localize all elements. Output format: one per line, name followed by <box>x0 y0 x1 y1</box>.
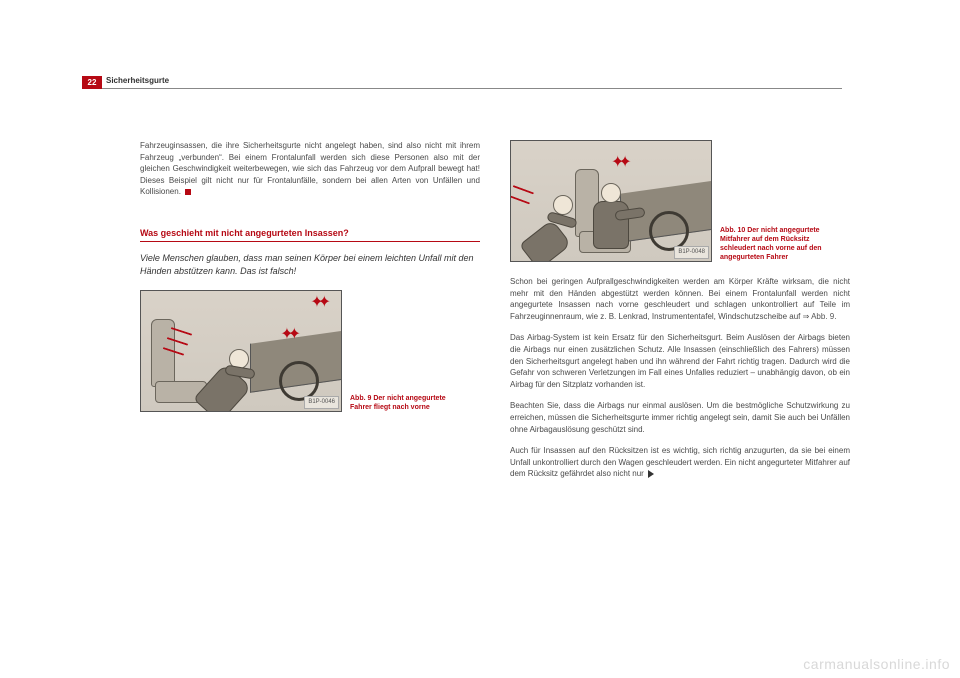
figure-9-image: B1P-0046 <box>140 290 342 412</box>
figure-9-code: B1P-0046 <box>304 396 339 409</box>
fig-9-reference: ⇒ Abb. 9 <box>803 312 835 321</box>
left-column: Fahrzeuginsassen, die ihre Sicherheitsgu… <box>140 140 480 426</box>
right-column: B1P-0048 Abb. 10 Der nicht ange­gurtete … <box>510 140 850 480</box>
right-para-1c: . <box>834 312 836 321</box>
end-mark-icon <box>185 189 191 195</box>
right-para-1a: Schon bei geringen Aufprallgeschwindigke… <box>510 277 850 321</box>
right-para-3: Beachten Sie, dass die Airbags nur einma… <box>510 400 850 435</box>
impact-icon <box>310 299 325 307</box>
right-para-4: Auch für Insassen auf den Rücksitzen ist… <box>510 445 850 480</box>
running-head: Sicherheitsgurte <box>106 76 169 85</box>
figure-10-code: B1P-0048 <box>674 246 709 259</box>
intro-text: Fahrzeuginsassen, die ihre Sicherheitsgu… <box>140 141 480 196</box>
page-number: 22 <box>82 76 102 89</box>
figure-9-row: B1P-0046 Abb. 9 Der nicht ange­gurtete F… <box>140 290 480 412</box>
right-para-4-text: Auch für Insassen auf den Rücksitzen ist… <box>510 446 850 478</box>
motion-line-icon <box>510 195 530 204</box>
intro-paragraph: Fahrzeuginsassen, die ihre Sicherheitsgu… <box>140 140 480 198</box>
figure-10-caption: Abb. 10 Der nicht ange­gurtete Mitfahrer… <box>720 226 830 262</box>
figure-9: B1P-0046 Abb. 9 Der nicht ange­gurtete F… <box>140 290 480 412</box>
figure-9-caption: Abb. 9 Der nicht ange­gurtete Fahrer fli… <box>350 394 460 412</box>
page: 22 Sicherheitsgurte Fahrzeuginsassen, di… <box>0 0 960 678</box>
header-rule <box>82 88 842 89</box>
lead-paragraph: Viele Menschen glauben, dass man seinen … <box>140 252 480 278</box>
right-para-1: Schon bei geringen Aufprallgeschwindigke… <box>510 276 850 322</box>
figure-10-row: B1P-0048 Abb. 10 Der nicht ange­gurtete … <box>510 140 850 262</box>
continue-arrow-icon <box>648 470 654 478</box>
figure-10: B1P-0048 Abb. 10 Der nicht ange­gurtete … <box>510 140 850 262</box>
spacer <box>140 208 480 228</box>
watermark: carmanualsonline.info <box>803 656 950 672</box>
figure-10-image: B1P-0048 <box>510 140 712 262</box>
subheading: Was geschieht mit nicht angegurteten Ins… <box>140 228 480 242</box>
motion-line-icon <box>513 185 534 194</box>
right-para-2: Das Airbag-System ist kein Ersatz für de… <box>510 332 850 390</box>
